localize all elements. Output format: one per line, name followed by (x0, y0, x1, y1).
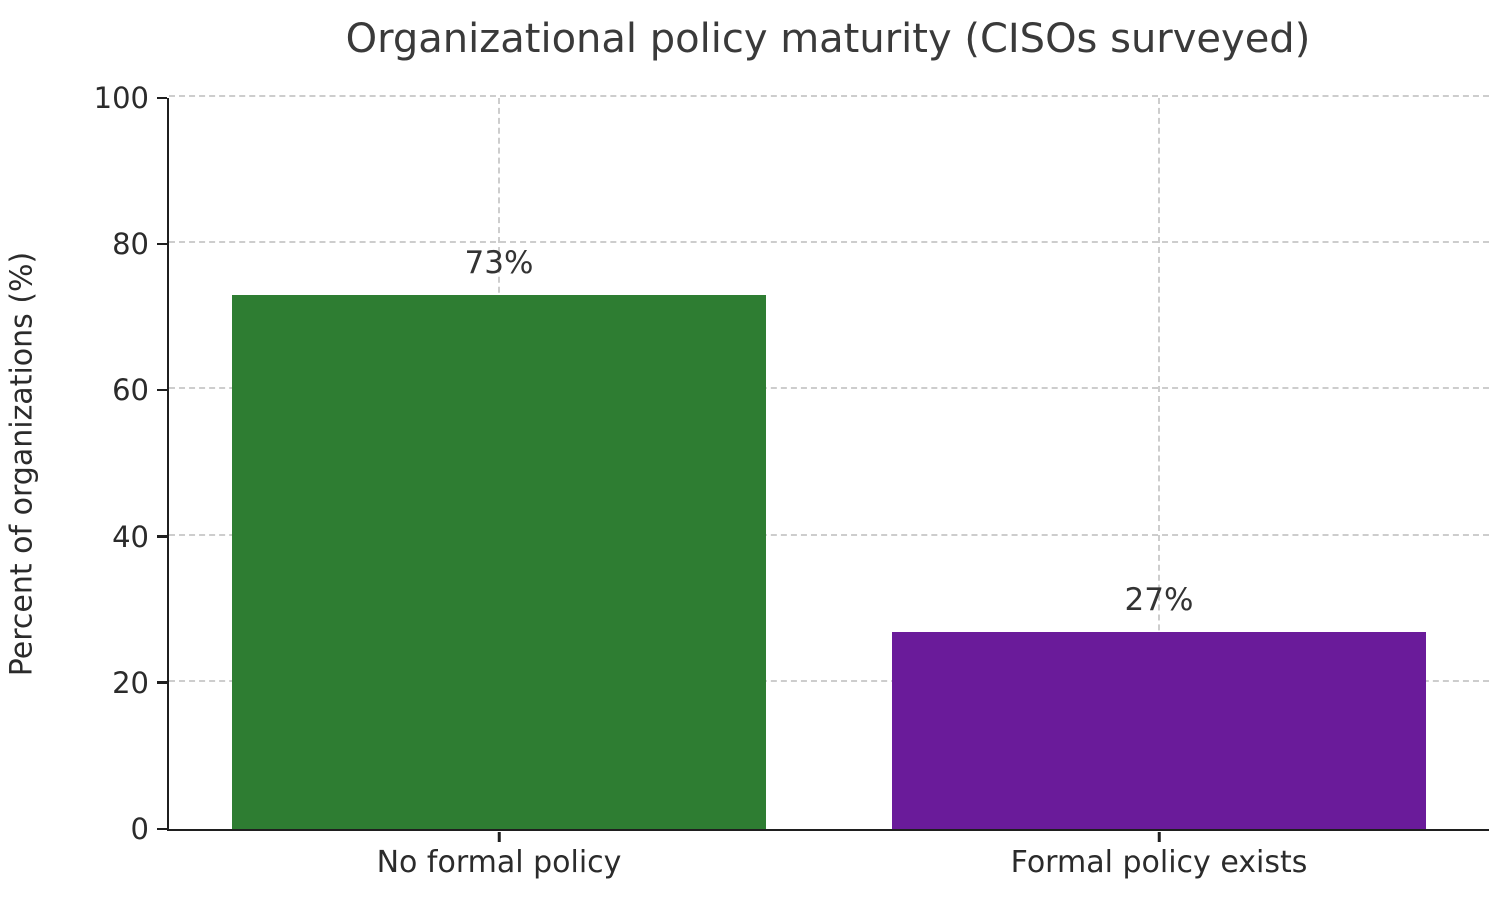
y-tick-label: 40 (112, 519, 149, 554)
x-tick-mark (497, 832, 501, 842)
x-tick-label-formal-policy-exists: Formal policy exists (1010, 845, 1308, 880)
gridline-horizontal (169, 387, 1489, 390)
gridline-horizontal (169, 533, 1489, 536)
gridline-horizontal (169, 679, 1489, 682)
y-tick-label: 0 (130, 812, 149, 846)
y-tick-mark (157, 535, 167, 538)
x-tick-mark (1157, 832, 1161, 842)
bar-value-label: 73% (464, 245, 534, 282)
x-tick-label-no-formal-policy: No formal policy (376, 845, 622, 880)
y-tick-label: 60 (112, 373, 149, 408)
y-tick-label: 100 (93, 81, 149, 115)
y-tick-label: 80 (112, 227, 149, 262)
y-axis-label: Percent of organizations (%) (4, 251, 40, 677)
gridline-horizontal (169, 241, 1489, 244)
y-tick-mark (157, 388, 167, 392)
bar-no-formal-policy (232, 295, 766, 829)
y-tick-mark (157, 96, 167, 99)
y-tick-mark (157, 681, 167, 684)
bar-formal-policy-exists (892, 631, 1426, 829)
gridline-vertical (1158, 98, 1160, 829)
y-tick-label: 20 (112, 665, 149, 700)
bar-value-label: 27% (1124, 581, 1194, 618)
plot-area: 0 20 40 60 80 100 73% No formal policy 27% Fo… (94, 81, 1489, 880)
y-tick-mark (157, 242, 167, 246)
y-tick-mark (157, 827, 167, 830)
chart-title: Organizational policy maturity (CISOs su… (345, 16, 1311, 62)
gridline-horizontal (169, 95, 1489, 97)
